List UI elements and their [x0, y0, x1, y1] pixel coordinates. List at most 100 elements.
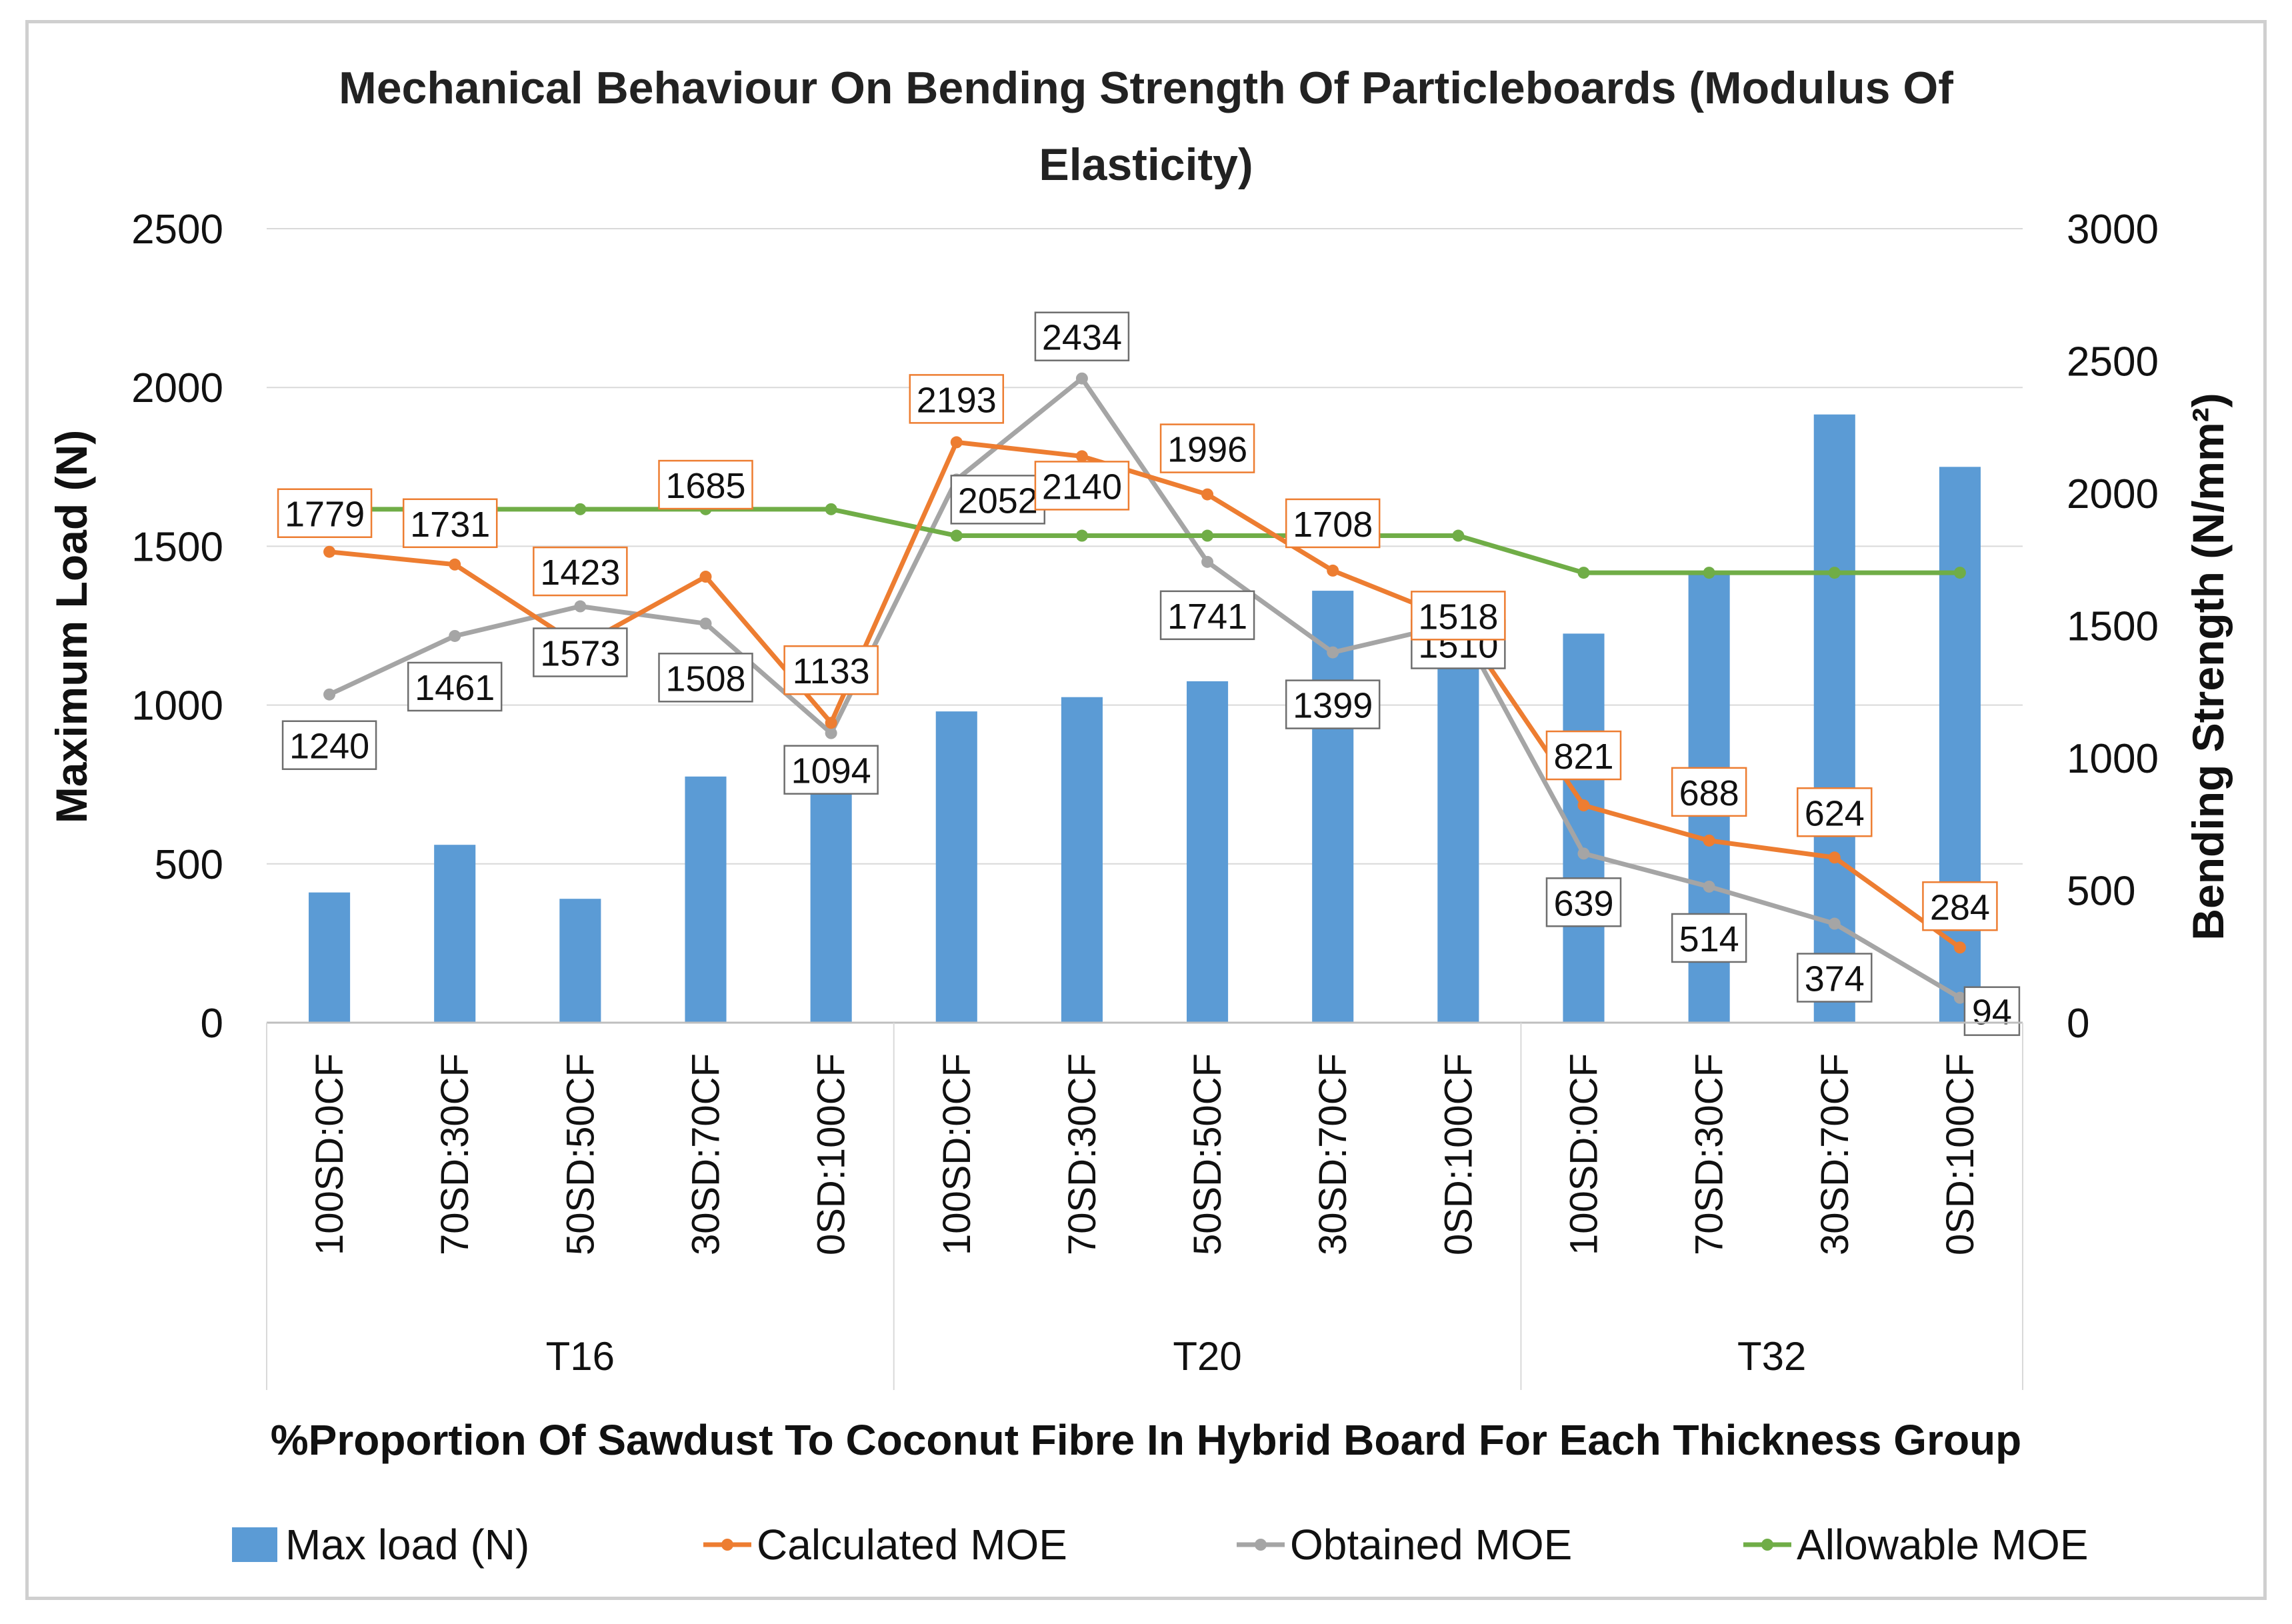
point-allowable-moe [1703, 567, 1715, 579]
x-tick-label: 0SD:100CF [810, 1053, 853, 1255]
point-obtained-moe [1953, 991, 1966, 1004]
chart-frame [25, 20, 2267, 1600]
data-label-box-calculated-moe [658, 459, 753, 510]
point-allowable-moe [825, 503, 837, 515]
group-label: T16 [546, 1334, 615, 1379]
point-calculated-moe [1327, 564, 1339, 577]
y2-tick-label: 2500 [2067, 339, 2159, 385]
legend-label-allowable-moe: Allowable MOE [1797, 1521, 2089, 1569]
y-tick-label: 2500 [131, 207, 223, 253]
data-label-box-calculated-moe [402, 498, 498, 549]
data-labels: 1240 1779 1461 1731 1573 1423 1508 1685 1094 1133… [277, 311, 2021, 1036]
point-obtained-moe [449, 629, 461, 642]
data-label-box-calculated-moe [533, 546, 628, 597]
data-label-box-calculated-moe [277, 488, 373, 538]
point-allowable-moe [1953, 567, 1966, 579]
data-label-calculated-moe: 1708 [1293, 505, 1373, 545]
y-tick-label: 500 [155, 842, 223, 888]
data-label-calculated-moe: 2140 [1042, 467, 1122, 507]
data-label-box-obtained-moe [1963, 986, 2021, 1036]
data-label-box-calculated-moe [909, 374, 1005, 424]
point-obtained-moe [1327, 646, 1339, 659]
data-label-calculated-moe: 1423 [540, 553, 620, 593]
chart-title-line-2: Elasticity) [1039, 139, 1253, 190]
data-label-box-calculated-moe [1797, 787, 1873, 837]
x-axis: 100SD:0CF 70SD:30CF 50SD:50CF 30SD:70CF 0SD:… [266, 1021, 2023, 1390]
data-label-obtained-moe: 1573 [540, 634, 620, 674]
point-calculated-moe [1577, 799, 1590, 812]
point-obtained-moe [1703, 880, 1715, 893]
y2-axis-title: Bending Strength (N/mm²) [2183, 393, 2233, 940]
point-obtained-moe [1828, 917, 1841, 930]
point-allowable-moe [1452, 529, 1465, 542]
y2-tick-label: 1000 [2067, 736, 2159, 782]
y-tick-label: 1500 [131, 524, 223, 570]
point-allowable-moe [1577, 567, 1590, 579]
y2-tick-label: 500 [2067, 869, 2135, 915]
x-tick-label: 50SD:50CF [559, 1053, 602, 1255]
data-label-box-obtained-moe [1671, 913, 1747, 963]
data-label-box-obtained-moe [281, 720, 377, 770]
data-label-obtained-moe: 1741 [1167, 597, 1247, 637]
x-axis-title: %Proportion Of Sawdust To Coconut Fibre … [271, 1416, 2022, 1464]
bar-max-load [559, 899, 601, 1023]
y-axis-title: Maximum Load (N) [47, 430, 96, 823]
data-label-box-obtained-moe [950, 475, 1046, 525]
legend: Max load (N) Calculated MOE Obtained MOE Al… [232, 1521, 2089, 1569]
data-label-box-obtained-moe [1034, 311, 1130, 361]
data-label-obtained-moe: 94 [1972, 993, 2012, 1033]
point-calculated-moe [1703, 834, 1715, 847]
data-label-box-obtained-moe [1285, 679, 1381, 729]
data-label-box-obtained-moe [783, 745, 879, 795]
data-label-box-obtained-moe [407, 661, 503, 712]
point-calculated-moe [449, 558, 461, 571]
data-label-box-calculated-moe [1671, 767, 1747, 817]
data-label-box-calculated-moe [1922, 881, 1998, 931]
data-label-obtained-moe: 2434 [1042, 318, 1122, 358]
y2-tick-label: 0 [2067, 1001, 2089, 1047]
data-label-obtained-moe: 1399 [1293, 686, 1373, 726]
point-calculated-moe [699, 571, 712, 583]
chart-title-line-1: Mechanical Behaviour On Bending Strength… [339, 63, 1953, 113]
point-obtained-moe [825, 727, 837, 739]
legend-marker-obtained-moe [1255, 1539, 1267, 1551]
x-tick-label: 50SD:50CF [1186, 1053, 1229, 1255]
legend-label-calculated-moe: Calculated MOE [757, 1521, 1067, 1569]
point-calculated-moe [1201, 488, 1214, 501]
bar-max-load [309, 892, 351, 1023]
x-tick-label: 30SD:70CF [1311, 1053, 1355, 1255]
point-obtained-moe [323, 688, 336, 701]
data-label-box-calculated-moe [1545, 730, 1622, 781]
data-label-box-calculated-moe [1285, 498, 1381, 549]
legend-swatch-max-load-n [232, 1527, 277, 1562]
x-tick-label: 0SD:100CF [1939, 1053, 1982, 1255]
data-label-calculated-moe: 1133 [793, 651, 870, 691]
point-obtained-moe [1201, 555, 1214, 568]
data-label-obtained-moe: 1461 [415, 668, 495, 708]
point-obtained-moe [1577, 847, 1590, 860]
point-obtained-moe [1075, 372, 1088, 385]
data-label-box-calculated-moe [783, 645, 879, 695]
bar-max-load [434, 845, 476, 1023]
bar-max-load [1061, 697, 1103, 1023]
x-tick-label: 30SD:70CF [685, 1053, 728, 1255]
bar-max-load [1437, 611, 1479, 1023]
data-label-calculated-moe: 1685 [665, 466, 745, 506]
legend-label-max-load-n: Max load (N) [285, 1521, 529, 1569]
data-label-calculated-moe: 2193 [917, 380, 997, 420]
data-label-calculated-moe: 821 [1553, 737, 1613, 777]
data-label-box-obtained-moe [1159, 590, 1255, 641]
data-label-calculated-moe: 1779 [285, 495, 365, 535]
legend-marker-calculated-moe [721, 1539, 733, 1551]
data-label-box-obtained-moe [1797, 953, 1873, 1003]
data-label-calculated-moe: 1518 [1418, 597, 1498, 637]
y-tick-label: 0 [201, 1001, 223, 1047]
line-obtained-moe [328, 376, 1961, 1000]
legend-label-obtained-moe: Obtained MOE [1290, 1521, 1572, 1569]
data-label-obtained-moe: 639 [1553, 883, 1613, 923]
x-tick-label: 100SD:0CF [935, 1053, 979, 1255]
bar-max-load [810, 771, 852, 1023]
data-label-obtained-moe: 514 [1679, 919, 1739, 959]
y2-tick-label: 2000 [2067, 471, 2159, 517]
data-label-box-obtained-moe [658, 653, 753, 703]
